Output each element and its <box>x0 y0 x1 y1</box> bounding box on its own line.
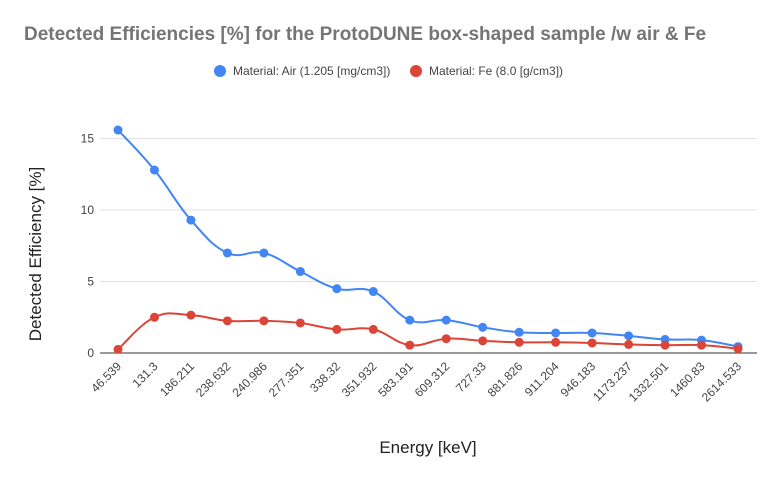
data-point <box>113 125 123 135</box>
data-point <box>332 284 342 294</box>
x-tick-label: 277.351 <box>266 359 307 400</box>
x-axis-title: Energy [keV] <box>379 438 476 457</box>
data-point <box>186 310 196 320</box>
data-point <box>624 339 634 349</box>
data-point <box>478 336 488 346</box>
legend-marker <box>410 65 422 77</box>
data-point <box>587 338 597 348</box>
data-point <box>295 267 305 277</box>
data-point <box>149 165 159 175</box>
x-tick-label: 351.932 <box>339 359 380 400</box>
x-tick-label: 186.211 <box>157 359 197 399</box>
x-tick-label: 911.204 <box>522 359 562 399</box>
x-tick-label: 240.986 <box>229 359 270 400</box>
legend-label: Material: Fe (8.0 [g/cm3]) <box>429 64 563 78</box>
y-tick-label: 15 <box>81 132 95 146</box>
data-point <box>295 318 305 328</box>
grid-layer <box>100 138 757 354</box>
data-point <box>733 344 743 354</box>
data-point <box>441 315 451 325</box>
legend-marker <box>214 65 226 77</box>
series-line <box>117 312 739 351</box>
x-tick-label: 131.3 <box>129 359 160 390</box>
x-tick-label: 609.312 <box>412 359 453 400</box>
data-point <box>259 316 269 326</box>
data-point <box>478 322 488 332</box>
series-layer <box>113 125 743 354</box>
y-tick-label: 5 <box>87 275 94 289</box>
data-point <box>551 337 561 347</box>
x-tick-label: 46.539 <box>88 359 124 395</box>
data-point <box>624 331 634 341</box>
x-tick-label: 881.826 <box>485 359 526 400</box>
x-tick-label: 238.632 <box>193 359 234 400</box>
data-point <box>660 340 670 350</box>
series-1 <box>113 125 743 352</box>
legend: Material: Air (1.205 [mg/cm3]) Material: … <box>214 64 563 78</box>
data-point <box>697 340 707 350</box>
x-tick-label: 1332.501 <box>626 359 672 405</box>
data-point <box>332 324 342 334</box>
data-point <box>587 328 597 338</box>
data-point <box>186 215 196 225</box>
legend-label: Material: Air (1.205 [mg/cm3]) <box>233 64 390 78</box>
data-point <box>259 248 269 258</box>
series-2 <box>113 310 743 354</box>
y-axis-title: Detected Efficiency [%] <box>26 167 45 342</box>
data-point <box>368 324 378 334</box>
data-point <box>405 315 415 325</box>
data-point <box>405 340 415 350</box>
legend-item-1: Material: Air (1.205 [mg/cm3]) <box>214 64 390 78</box>
data-point <box>222 248 232 258</box>
x-tick-label: 2614.533 <box>699 359 745 405</box>
data-point <box>222 316 232 326</box>
chart-title: Detected Efficiencies [%] for the ProtoD… <box>24 24 707 45</box>
y-tick-label: 0 <box>87 346 94 360</box>
axis-layer: 0 5 10 15 46.539 131.3186.211238.632240.98627… <box>81 132 745 405</box>
legend-item-2: Material: Fe (8.0 [g/cm3]) <box>410 64 563 78</box>
data-point <box>441 334 451 344</box>
data-point <box>149 312 159 322</box>
y-tick-label: 10 <box>81 203 95 217</box>
data-point <box>368 287 378 297</box>
series-line <box>117 129 739 348</box>
data-point <box>551 328 561 338</box>
data-point <box>514 337 524 347</box>
data-point <box>113 344 123 354</box>
x-tick-label: 583.191 <box>375 359 416 400</box>
data-point <box>514 327 524 337</box>
